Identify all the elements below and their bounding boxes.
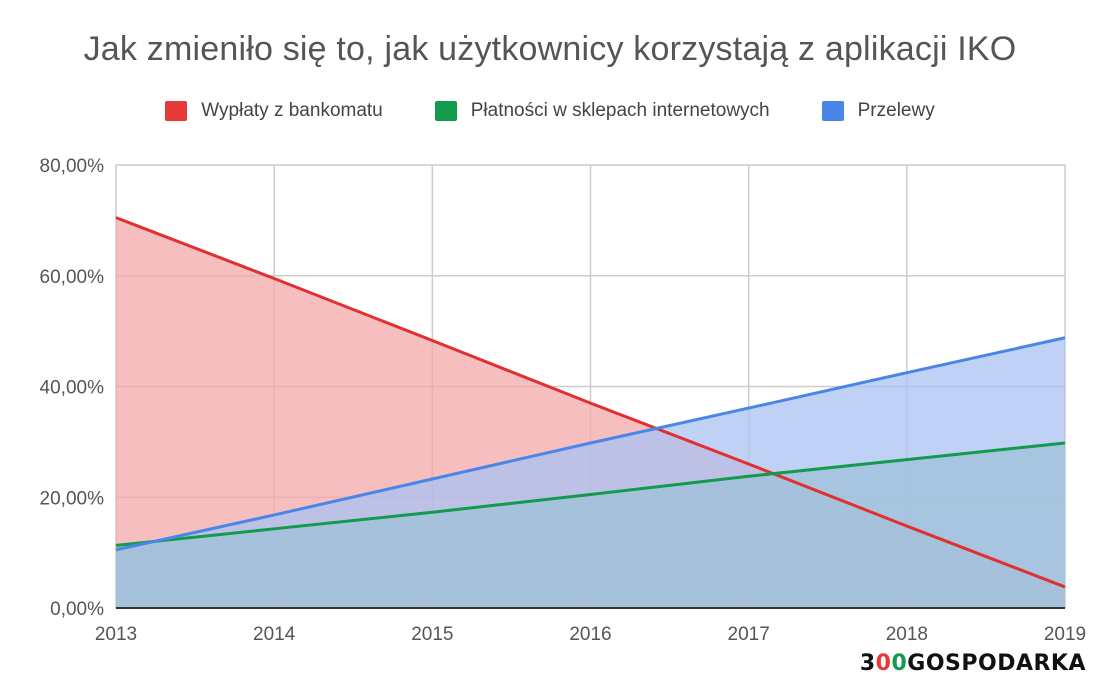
y-tick-label-4: 80,00% bbox=[40, 156, 105, 177]
legend-label-transfers: Przelewy bbox=[857, 100, 935, 121]
y-tick-label-2: 40,00% bbox=[40, 378, 105, 399]
legend-swatch-transfers bbox=[821, 101, 844, 121]
x-tick-label-6: 2019 bbox=[1044, 624, 1086, 645]
x-tick-label-0: 2013 bbox=[95, 624, 137, 645]
legend-label-withdrawals: Wypłaty z bankomatu bbox=[201, 100, 383, 121]
legend-item-online-payments: Płatności w sklepach internetowych bbox=[434, 100, 770, 122]
legend: Wypłaty z bankomatu Płatności w sklepach… bbox=[0, 100, 1100, 122]
y-tick-label-1: 20,00% bbox=[40, 488, 105, 509]
legend-swatch-withdrawals bbox=[165, 101, 188, 121]
chart-title: Jak zmieniło się to, jak użytkownicy kor… bbox=[83, 30, 1017, 68]
x-tick-label-4: 2017 bbox=[728, 624, 770, 645]
brand-logo: 300GOSPODARKA bbox=[859, 651, 1086, 676]
line-series-1 bbox=[115, 441, 1066, 547]
legend-label-online-payments: Płatności w sklepach internetowych bbox=[470, 100, 770, 121]
line-series-0 bbox=[115, 216, 1066, 589]
legend-swatch-online-payments bbox=[434, 101, 457, 121]
line-series-2 bbox=[115, 336, 1066, 552]
y-tick-label-0: 0,00% bbox=[50, 599, 104, 620]
x-tick-label-2: 2015 bbox=[411, 624, 453, 645]
x-tick-label-3: 2016 bbox=[569, 624, 611, 645]
y-tick-label-3: 60,00% bbox=[40, 267, 105, 288]
legend-item-transfers: Przelewy bbox=[821, 100, 935, 122]
legend-item-withdrawals: Wypłaty z bankomatu bbox=[165, 100, 383, 122]
x-tick-label-5: 2018 bbox=[886, 624, 928, 645]
area-series-2 bbox=[116, 337, 1065, 608]
x-tick-label-1: 2014 bbox=[253, 624, 296, 645]
